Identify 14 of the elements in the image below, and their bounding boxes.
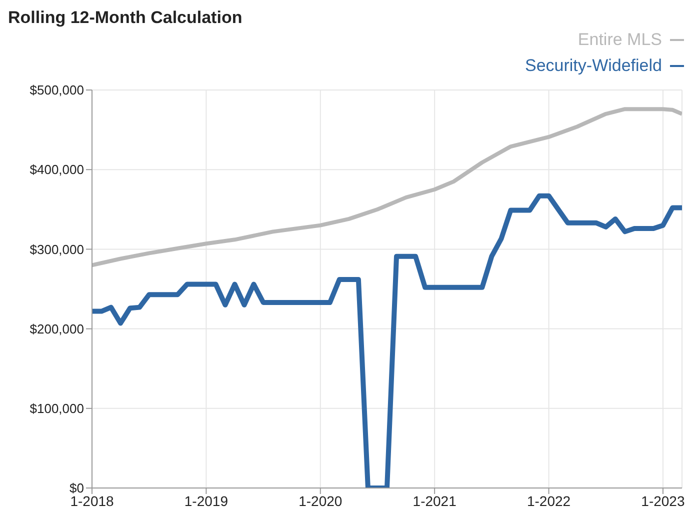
x-tick-label: 1-2020: [298, 492, 342, 509]
y-tick-label: $400,000: [30, 162, 84, 178]
y-tick-label: $300,000: [30, 242, 84, 257]
y-tick-label: $500,000: [30, 82, 84, 98]
x-tick-label: 1-2022: [526, 492, 571, 509]
y-tick-label: $200,000: [30, 321, 84, 336]
line-series: [92, 107, 682, 268]
legend-label: Entire MLS: [578, 30, 662, 50]
chart-title: Rolling 12-Month Calculation: [8, 8, 244, 28]
legend-label: Security-Widefield: [525, 56, 662, 76]
x-tick-label: 1-2023: [641, 492, 685, 509]
x-tick-label: 1-2019: [184, 492, 228, 509]
x-tick-label: 1-2021: [412, 492, 457, 509]
y-tick-label: $100,000: [30, 401, 84, 416]
